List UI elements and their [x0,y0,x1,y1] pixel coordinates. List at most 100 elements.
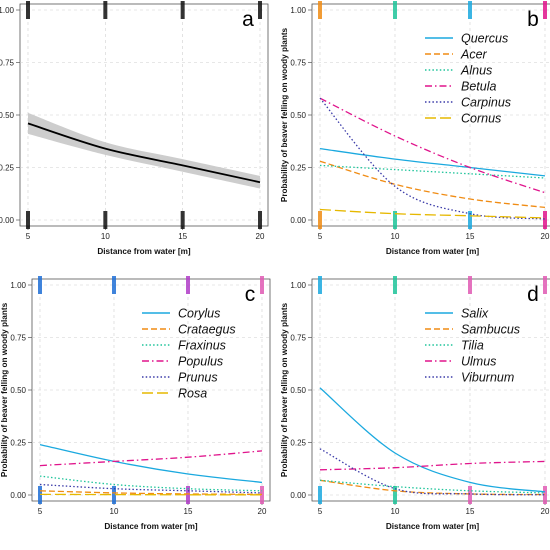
series-line-viburnum [319,448,546,496]
observation-rug-mark [180,1,185,19]
y-tick-label: 0.00 [0,216,15,225]
observation-rug-mark [468,276,472,294]
y-tick-label: 0.25 [290,439,306,448]
observation-rug-mark [543,1,547,19]
legend-label: Fraxinus [178,339,226,353]
series-line-sambucus [319,479,546,496]
series-line-alnus [319,164,546,179]
legend-label: Acer [460,48,488,62]
series-line-corylus [39,443,263,484]
observation-rug-mark [260,276,264,294]
x-tick-label: 15 [178,232,187,241]
observation-rug-mark [543,486,547,504]
x-tick-label: 10 [110,507,119,516]
series-line-quercus [319,147,546,177]
x-tick-label: 5 [26,232,31,241]
legend-label: Corylus [178,307,220,321]
legend-label: Salix [461,307,489,321]
legend-label: Ulmus [461,355,496,369]
x-tick-label: 20 [258,507,267,516]
series-line-ulmus [319,460,546,471]
y-axis-label: Probability of beaver felling on woody p… [280,27,289,202]
observation-rug-mark [468,1,472,19]
y-tick-label: 0.50 [290,386,306,395]
panel-d: 5 10 15 20 0.00 0.25 0.50 0.75 1.00 Distance from… [280,276,550,531]
y-tick-label: 0.25 [10,439,26,448]
x-tick-label: 10 [101,232,110,241]
observation-rug-mark [393,211,397,229]
y-tick-label: 0.75 [290,59,306,68]
legend-label: Quercus [461,32,508,46]
y-tick-label: 1.00 [290,6,306,15]
legend-label: Sambucus [461,323,520,337]
y-axis-label: Probability of beaver felling on woody p… [280,302,289,477]
observation-rug-mark [543,276,547,294]
legend-label: Crataegus [178,323,236,337]
x-axis-label: Distance from water [m] [386,522,480,531]
observation-rug-mark [186,486,190,504]
confidence-band [28,112,260,189]
panel-letter: c [245,283,256,306]
panel-c: 5 10 15 20 0.00 0.25 0.50 0.75 1.00 Distance from… [0,276,271,531]
y-tick-label: 0.25 [0,164,15,173]
y-tick-label: 0.00 [10,491,26,500]
x-tick-label: 20 [541,507,550,516]
y-tick-label: 0.50 [290,111,306,120]
x-tick-label: 10 [391,232,400,241]
legend-label: Carpinus [461,96,511,110]
y-tick-label: 0.25 [290,164,306,173]
y-tick-label: 1.00 [0,6,15,15]
series-line-cornus [319,208,546,219]
series-line-tilia [319,479,546,494]
observation-rug-mark [318,211,322,229]
y-tick-label: 0.50 [0,111,15,120]
panel-b: 5 10 15 20 0.00 0.25 0.50 0.75 1.00 Distance from… [280,1,550,256]
observation-rug-mark [103,1,108,19]
y-tick-label: 0.75 [290,334,306,343]
y-tick-label: 1.00 [290,281,306,290]
series-line [27,122,261,184]
observation-rug-mark [318,276,322,294]
legend-label: Populus [178,355,223,369]
legend-label: Alnus [460,64,492,78]
observation-rug-mark [260,486,264,504]
observation-rug-mark [393,276,397,294]
x-tick-label: 5 [318,507,323,516]
panel-letter: d [527,283,539,306]
panel-a: 5 10 15 20 0.00 0.25 0.50 0.75 1.00 Distance from… [0,1,269,256]
series-line-carpinus [319,97,546,220]
y-tick-label: 0.00 [290,216,306,225]
x-tick-label: 20 [256,232,265,241]
series-line-salix [319,387,546,493]
observation-rug-mark [318,1,322,19]
y-tick-label: 0.00 [290,491,306,500]
observation-rug-mark [103,211,108,229]
observation-rug-mark [38,276,42,294]
panel-letter: b [527,8,539,31]
x-tick-label: 10 [391,507,400,516]
observation-rug-mark [468,211,472,229]
x-axis-label: Distance from water [m] [97,247,191,256]
y-tick-label: 1.00 [10,281,26,290]
y-tick-label: 0.75 [10,334,26,343]
observation-rug-mark [543,211,547,229]
observation-rug-mark [112,486,116,504]
observation-rug-mark [26,211,30,229]
x-axis-label: Distance from water [m] [386,247,480,256]
observation-rug-mark [258,211,262,229]
legend-label: Tilia [461,339,484,353]
x-axis-label: Distance from water [m] [104,522,198,531]
observation-rug-mark [393,1,397,19]
observation-rug-mark [112,276,116,294]
y-tick-label: 0.50 [10,386,26,395]
observation-rug-mark [180,211,185,229]
panel-letter: a [242,8,254,31]
observation-rug-mark [468,486,472,504]
legend-label: Prunus [178,371,218,385]
x-tick-label: 5 [38,507,43,516]
x-tick-label: 15 [466,507,475,516]
legend-label: Cornus [461,112,501,126]
series-line-betula [319,97,546,194]
observation-rug-mark [318,486,322,504]
legend-label: Betula [461,80,496,94]
